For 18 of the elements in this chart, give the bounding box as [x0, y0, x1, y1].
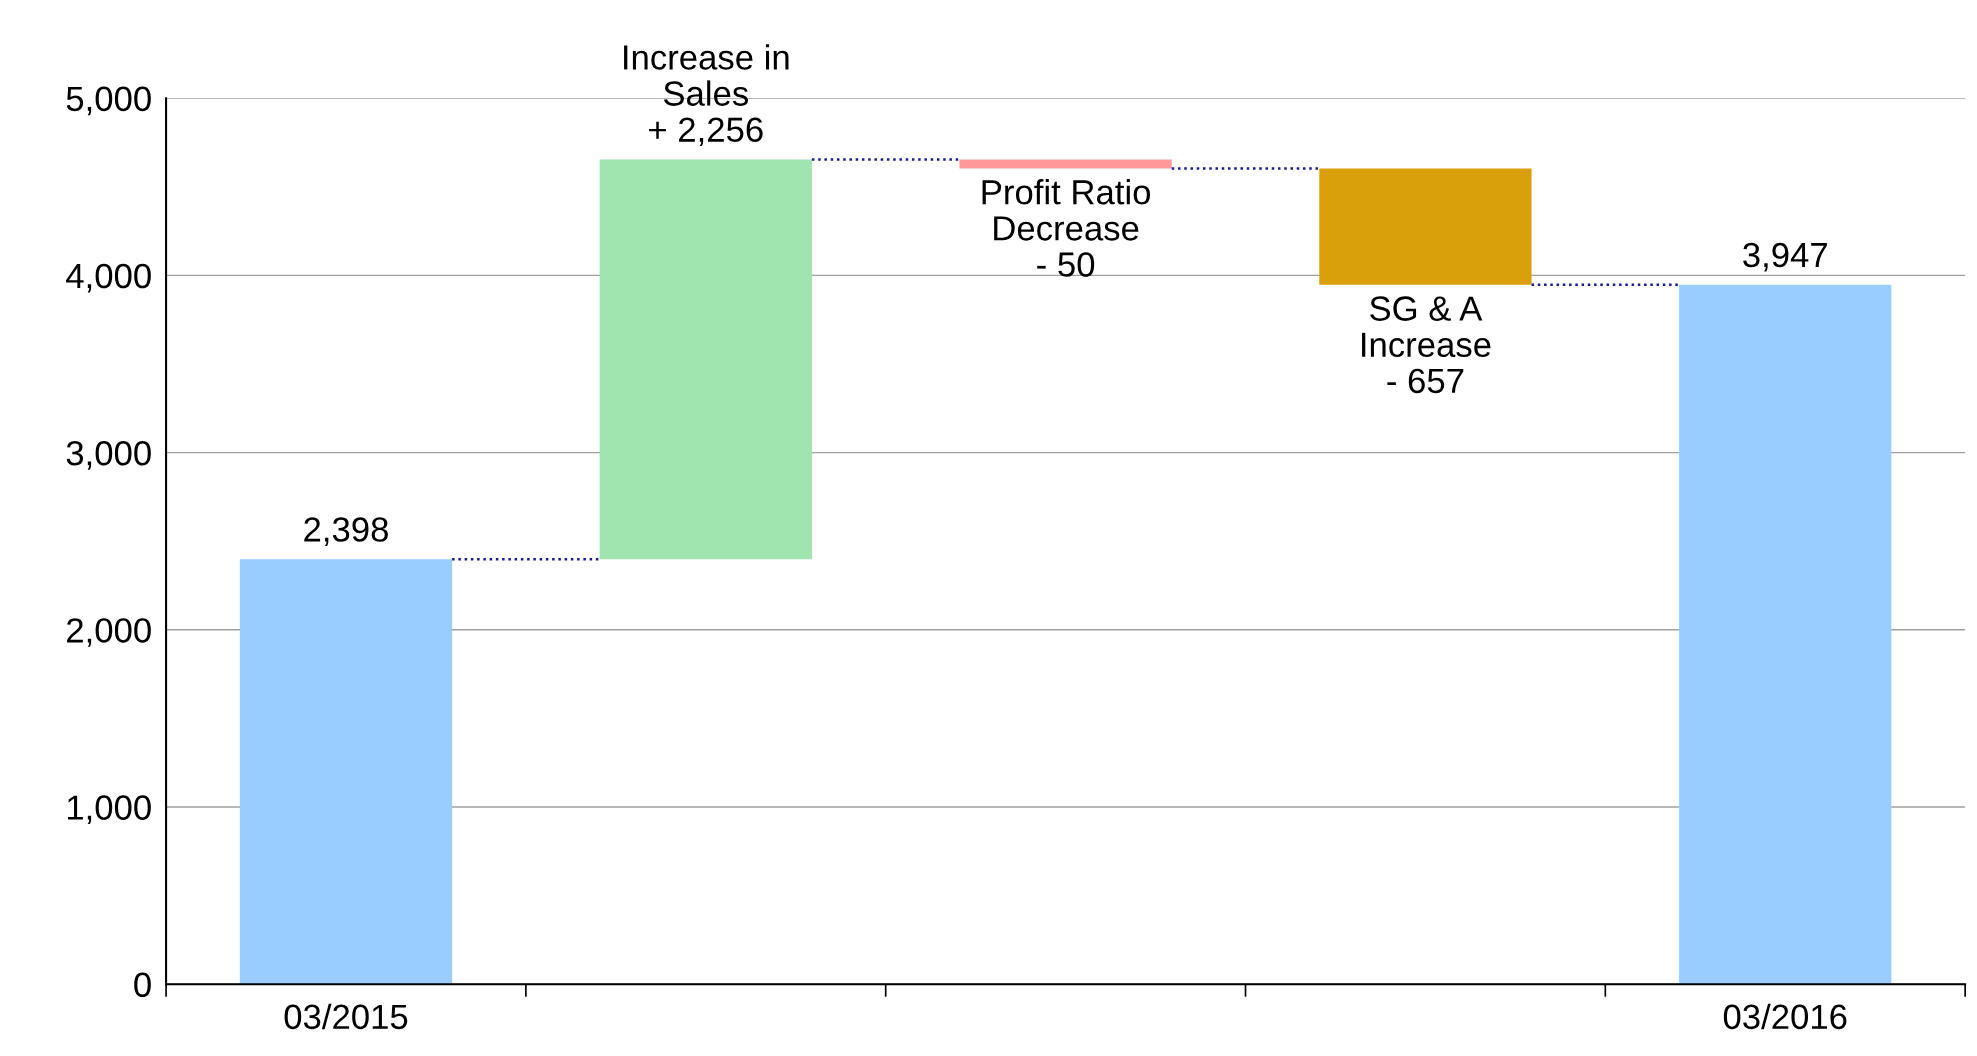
data-label: Increase in Sales + 2,256: [624, 44, 789, 147]
x-tick-label: 03/2015: [284, 1003, 408, 1030]
bar: [1319, 168, 1532, 285]
y-tick-label: 1,000: [67, 795, 151, 825]
data-label: 3,947: [1743, 242, 1827, 272]
x-tick-label: 03/2016: [1723, 1003, 1847, 1030]
bar: [1679, 284, 1892, 985]
y-tick-label: 0: [134, 972, 151, 998]
y-tick-label: 5,000: [66, 86, 151, 116]
bar: [959, 159, 1172, 169]
bar: [599, 159, 812, 560]
y-tick-label: 2,000: [67, 618, 151, 647]
y-tick-label: 4,000: [66, 263, 151, 293]
data-label: Profit Ratio Decrease - 50: [982, 179, 1151, 277]
y-tick-label: 3,000: [66, 440, 151, 470]
data-label: SG & A Increase - 657: [1362, 296, 1491, 394]
bar: [239, 559, 453, 985]
data-label: 2,398: [304, 517, 388, 546]
